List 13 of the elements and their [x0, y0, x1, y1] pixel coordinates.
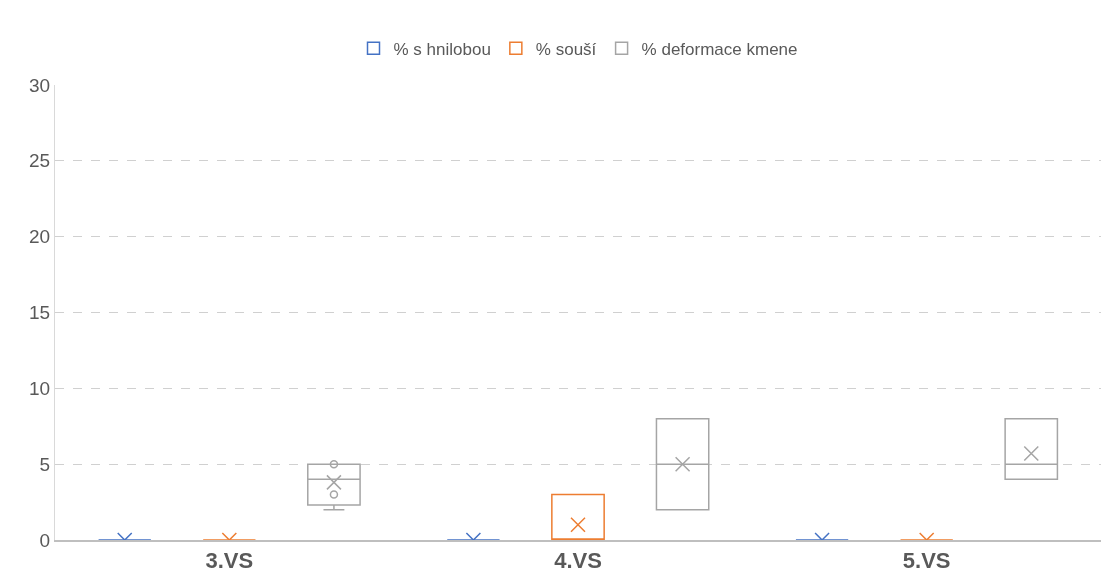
x-tick-label: 3.VS — [205, 548, 254, 574]
x-tick-label: 4.VS — [554, 548, 602, 574]
legend-label: % deformace kmene — [641, 39, 798, 59]
y-tick-label: 25 — [29, 150, 51, 172]
y-tick-label: 10 — [29, 377, 51, 399]
y-tick-label: 0 — [39, 529, 51, 551]
y-tick-label: 20 — [29, 226, 51, 248]
y-tick-label: 5 — [39, 453, 51, 475]
legend-label: % s hnilobou — [393, 39, 491, 59]
y-tick-label: 15 — [29, 302, 51, 324]
y-tick-label: 30 — [29, 74, 51, 96]
x-tick-label: 5.VS — [902, 548, 951, 574]
legend-label: % souší — [535, 39, 597, 59]
